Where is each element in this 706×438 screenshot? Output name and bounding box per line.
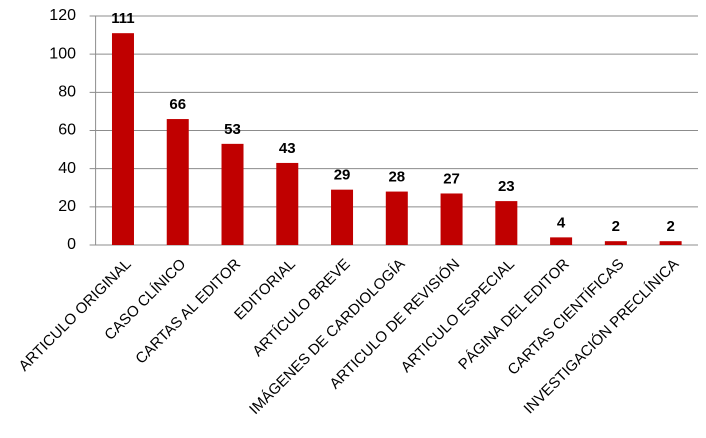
y-tick-label: 100 <box>49 45 76 62</box>
y-tick-label: 60 <box>58 122 76 139</box>
data-label: 53 <box>224 121 241 138</box>
data-label: 4 <box>557 214 566 231</box>
y-tick-label: 0 <box>67 236 76 253</box>
bar <box>604 241 627 245</box>
x-tick-label: PÁGINA DEL EDITOR <box>455 256 573 374</box>
x-tick-label: CARTAS AL EDITOR <box>132 255 244 367</box>
data-label: 66 <box>169 96 186 113</box>
y-tick-label: 80 <box>58 84 76 101</box>
bar <box>440 193 463 245</box>
bar <box>166 119 189 245</box>
data-label: 2 <box>666 218 674 235</box>
data-label: 23 <box>498 178 515 195</box>
x-tick-label: ARTÍCULO BREVE <box>249 256 353 360</box>
bar <box>659 241 682 245</box>
bar <box>385 191 408 245</box>
bar <box>221 143 244 245</box>
data-label: 43 <box>279 140 296 157</box>
bar <box>550 237 573 245</box>
data-label: 2 <box>612 218 620 235</box>
data-label: 27 <box>443 170 460 187</box>
data-label: 29 <box>334 167 351 184</box>
y-tick-label: 120 <box>49 7 76 24</box>
data-label: 28 <box>388 169 405 186</box>
bar <box>111 33 134 245</box>
data-label: 111 <box>111 10 134 27</box>
bar <box>331 189 354 245</box>
y-tick-label: 40 <box>58 160 76 177</box>
bar <box>495 201 518 245</box>
y-tick-label: 20 <box>58 198 76 215</box>
bar <box>276 162 299 245</box>
